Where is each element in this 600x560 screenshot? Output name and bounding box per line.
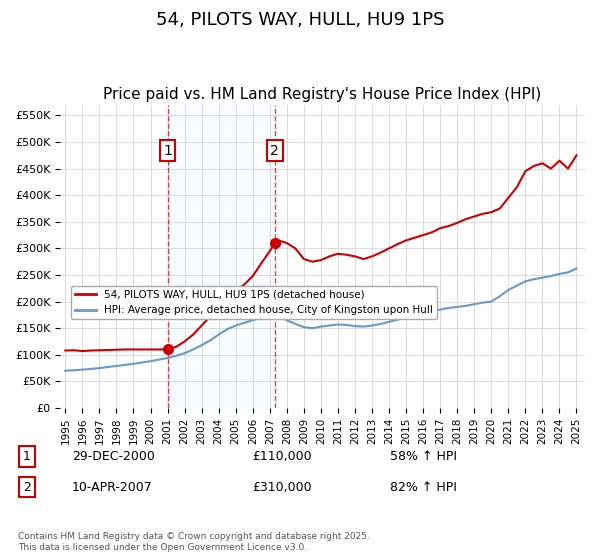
Bar [167, 105, 275, 408]
Text: 2: 2 [271, 143, 279, 157]
Legend: 54, PILOTS WAY, HULL, HU9 1PS (detached house), HPI: Average price, detached hou: 54, PILOTS WAY, HULL, HU9 1PS (detached … [71, 286, 437, 319]
Title: Price paid vs. HM Land Registry's House Price Index (HPI): Price paid vs. HM Land Registry's House … [103, 87, 542, 102]
Text: 10-APR-2007: 10-APR-2007 [72, 480, 153, 494]
Text: £310,000: £310,000 [252, 480, 311, 494]
Text: 29-DEC-2000: 29-DEC-2000 [72, 450, 155, 463]
Text: 1: 1 [163, 143, 172, 157]
Text: 54, PILOTS WAY, HULL, HU9 1PS: 54, PILOTS WAY, HULL, HU9 1PS [156, 11, 444, 29]
Text: 1: 1 [23, 450, 31, 463]
Text: Contains HM Land Registry data © Crown copyright and database right 2025.
This d: Contains HM Land Registry data © Crown c… [18, 532, 370, 552]
Text: 2: 2 [23, 480, 31, 494]
Text: £110,000: £110,000 [252, 450, 311, 463]
Text: 82% ↑ HPI: 82% ↑ HPI [390, 480, 457, 494]
Text: 58% ↑ HPI: 58% ↑ HPI [390, 450, 457, 463]
